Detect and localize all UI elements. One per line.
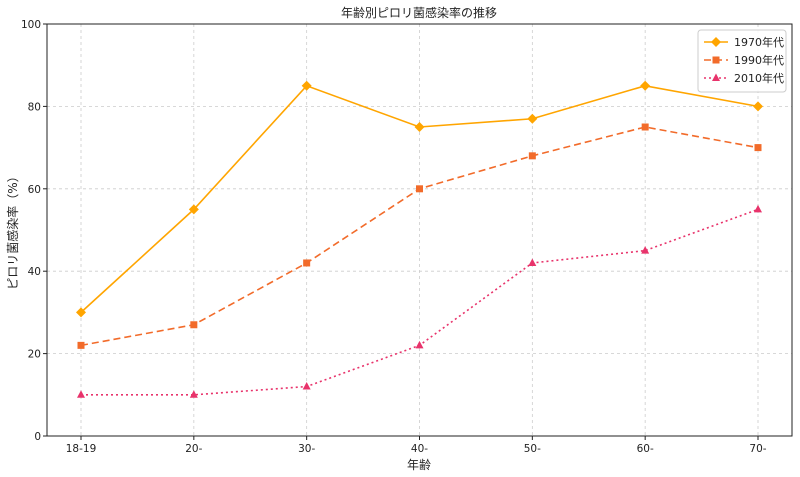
y-tick-label: 20 [28, 349, 41, 361]
legend-item: 1970年代 [704, 35, 784, 49]
data-point [77, 390, 85, 398]
grid-lines [47, 23, 792, 437]
x-tick-label: 18-19 [66, 443, 97, 455]
y-tick-label: 60 [28, 184, 41, 196]
data-point [641, 246, 650, 254]
data-point [189, 390, 198, 398]
series-2 [77, 123, 762, 349]
data-point [641, 123, 649, 131]
data-point [190, 321, 198, 329]
y-axis-ticks: 0 20 40 60 80 100 [21, 19, 47, 443]
data-point [754, 144, 762, 152]
series-1 [76, 80, 763, 318]
y-tick-label: 80 [28, 101, 41, 113]
legend-label: 2010年代 [734, 71, 784, 85]
x-tick-label: 30- [298, 443, 315, 455]
data-point [76, 307, 86, 318]
legend-label: 1990年代 [734, 53, 784, 67]
data-point [415, 340, 424, 349]
x-tick-label: 60- [637, 443, 654, 455]
y-tick-label: 100 [21, 19, 41, 31]
series-group [76, 80, 763, 398]
x-axis-ticks: 18-19 20- 30- 40- 50- 60- 70- [66, 436, 767, 455]
data-point [416, 185, 423, 193]
y-axis-label: ピロリ菌感染率（%） [5, 170, 20, 289]
legend-label: 1970年代 [734, 35, 784, 49]
x-axis-label: 年齢 [407, 457, 431, 472]
x-tick-label: 70- [749, 443, 766, 455]
data-point [301, 80, 312, 91]
data-point [414, 122, 425, 132]
x-tick-label: 50- [524, 443, 541, 455]
data-point [640, 80, 651, 91]
x-tick-label: 40- [411, 443, 428, 455]
legend-item: 1990年代 [704, 53, 784, 67]
x-tick-label: 20- [185, 443, 202, 455]
data-point [753, 101, 763, 112]
legend-item: 2010年代 [704, 71, 784, 85]
y-tick-label: 40 [28, 266, 41, 278]
legend-swatch-marker [712, 73, 720, 81]
legend-swatch-marker [712, 56, 720, 64]
legend-box [697, 29, 787, 93]
series-3 [77, 204, 762, 398]
legend: 1970年代 1990年代 2010年代 [697, 29, 787, 93]
data-point [528, 152, 536, 160]
data-point [188, 204, 199, 215]
data-point [528, 258, 537, 266]
legend-swatch-marker [711, 37, 721, 47]
data-point [77, 341, 85, 349]
data-point [303, 259, 311, 267]
data-point [527, 113, 538, 124]
data-point [302, 382, 311, 390]
data-point [754, 204, 762, 213]
y-tick-label: 0 [34, 431, 41, 443]
chart-title: 年齢別ピロリ菌感染率の推移 [341, 5, 497, 20]
